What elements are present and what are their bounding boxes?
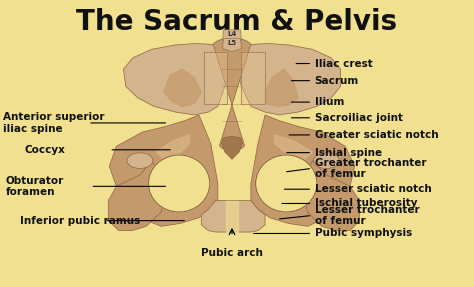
Text: Pubic symphysis: Pubic symphysis	[315, 228, 412, 238]
Text: Iliac crest: Iliac crest	[315, 59, 373, 69]
Polygon shape	[241, 52, 265, 104]
Text: Anterior superior
iliac spine: Anterior superior iliac spine	[3, 112, 105, 134]
Text: Coccyx: Coccyx	[24, 145, 65, 155]
Polygon shape	[213, 38, 251, 151]
Text: Ilium: Ilium	[315, 97, 344, 107]
Polygon shape	[164, 69, 201, 106]
Polygon shape	[156, 135, 190, 161]
Text: Sacrum: Sacrum	[315, 76, 359, 86]
Polygon shape	[123, 44, 232, 115]
Polygon shape	[232, 44, 341, 115]
Text: Greater trochanter
of femur: Greater trochanter of femur	[315, 158, 426, 179]
Text: Inferior pubic ramus: Inferior pubic ramus	[19, 216, 140, 226]
Text: Lesser trochanter
of femur: Lesser trochanter of femur	[315, 205, 419, 226]
Polygon shape	[251, 115, 355, 226]
Polygon shape	[222, 136, 242, 159]
Polygon shape	[109, 115, 218, 226]
Polygon shape	[274, 135, 312, 161]
Text: L4: L4	[228, 31, 237, 37]
Ellipse shape	[313, 153, 339, 168]
Text: Greater sciatic notch: Greater sciatic notch	[315, 130, 438, 140]
Polygon shape	[303, 161, 359, 231]
Text: Ishial spine: Ishial spine	[315, 148, 382, 158]
Polygon shape	[109, 161, 166, 231]
Ellipse shape	[255, 155, 317, 212]
Text: L5: L5	[228, 40, 237, 46]
Polygon shape	[204, 52, 227, 104]
Polygon shape	[223, 38, 241, 52]
Text: Obturator
foramen: Obturator foramen	[5, 176, 64, 197]
Ellipse shape	[127, 153, 153, 168]
Ellipse shape	[148, 155, 210, 212]
Text: Pubic arch: Pubic arch	[201, 248, 263, 258]
Text: The Sacrum & Pelvis: The Sacrum & Pelvis	[76, 8, 397, 36]
Polygon shape	[201, 201, 265, 232]
Text: Ischial tuberosity: Ischial tuberosity	[315, 199, 417, 208]
Polygon shape	[226, 201, 237, 232]
Text: Lesser sciatic notch: Lesser sciatic notch	[315, 184, 431, 194]
Polygon shape	[223, 30, 241, 43]
Polygon shape	[265, 69, 298, 106]
Text: Sacroiliac joint: Sacroiliac joint	[315, 113, 402, 123]
